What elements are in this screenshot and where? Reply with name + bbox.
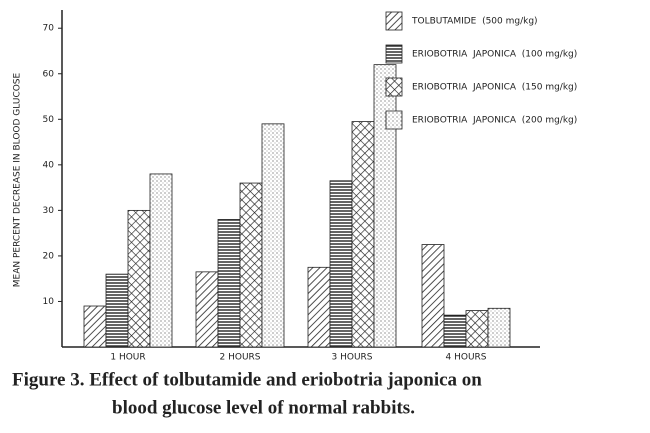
y-tick-label: 60 <box>43 69 55 79</box>
y-tick-label: 10 <box>43 297 55 307</box>
x-tick-label: 2 HOURS <box>220 353 261 363</box>
bar <box>149 173 173 348</box>
bar <box>329 180 353 348</box>
legend-swatch <box>385 77 403 97</box>
bar <box>421 244 445 348</box>
bar <box>351 121 375 348</box>
bar <box>195 271 219 348</box>
y-tick-label: 50 <box>43 115 55 125</box>
bar <box>487 307 511 348</box>
caption: Figure 3. Effect of tolbutamide and erio… <box>12 369 482 390</box>
x-tick-label: 4 HOURS <box>446 353 487 363</box>
bar <box>105 273 129 348</box>
legend-swatch <box>385 110 403 130</box>
y-tick-label: 20 <box>43 251 55 261</box>
y-axis-label: MEAN PERCENT DECREASE IN BLOOD GLUCOSE <box>13 72 23 287</box>
x-tick-label: 3 HOURS <box>332 353 373 363</box>
bar <box>373 64 397 348</box>
bar <box>307 266 331 348</box>
bar <box>127 209 151 348</box>
bar <box>261 123 285 348</box>
legend-swatch <box>385 44 403 64</box>
x-tick-label: 1 HOUR <box>110 353 145 363</box>
legend-label: TOLBUTAMIDE (500 mg/kg) <box>411 17 538 27</box>
legend-label: ERIOBOTRIA JAPONICA (200 mg/kg) <box>412 116 577 126</box>
bar <box>443 314 467 348</box>
y-tick-label: 40 <box>43 160 55 170</box>
caption: blood glucose level of normal rabbits. <box>112 397 415 418</box>
bar <box>465 310 489 348</box>
legend-swatch <box>385 11 403 31</box>
bar <box>83 305 107 348</box>
legend-label: ERIOBOTRIA JAPONICA (100 mg/kg) <box>412 50 577 60</box>
y-tick-label: 70 <box>43 24 55 34</box>
bar <box>217 219 241 348</box>
legend-label: ERIOBOTRIA JAPONICA (150 mg/kg) <box>412 83 577 93</box>
y-tick-label: 30 <box>43 206 55 216</box>
bar <box>239 182 263 348</box>
